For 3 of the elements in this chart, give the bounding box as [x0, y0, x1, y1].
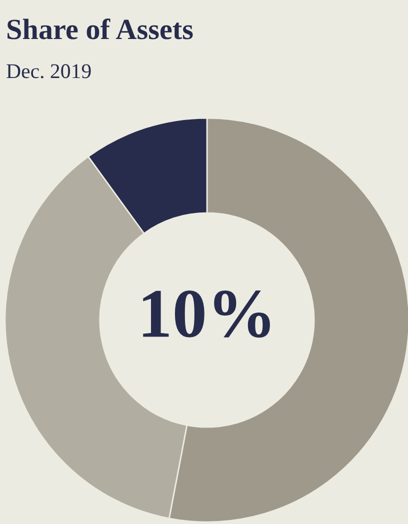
chart-subtitle: Dec. 2019 [6, 64, 91, 78]
text: 10% [143, 290, 270, 338]
chart-title: Share of Assets [8, 18, 193, 40]
